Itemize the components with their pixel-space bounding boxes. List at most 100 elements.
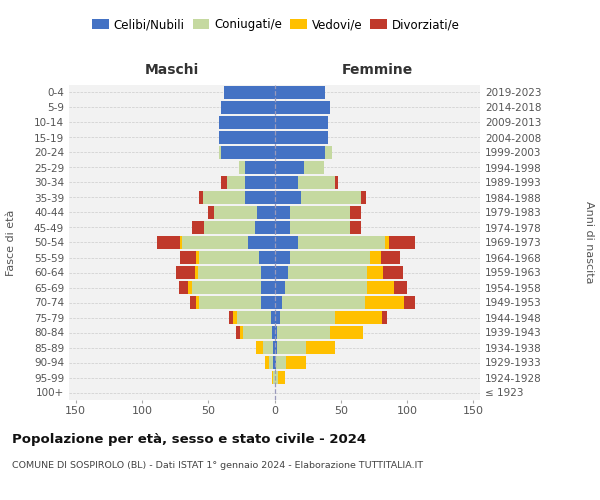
Bar — [190, 296, 196, 308]
Bar — [275, 296, 283, 308]
Bar — [272, 372, 273, 384]
Bar — [273, 372, 275, 384]
Bar — [365, 296, 404, 308]
Bar — [221, 102, 275, 114]
Bar — [290, 222, 350, 234]
Bar — [176, 266, 195, 278]
Bar — [233, 312, 238, 324]
Bar — [179, 282, 188, 294]
Bar — [193, 222, 204, 234]
Bar — [204, 222, 254, 234]
Bar — [263, 342, 273, 353]
Bar — [276, 356, 286, 368]
Bar — [275, 222, 290, 234]
Bar — [236, 326, 240, 338]
Bar — [261, 282, 275, 294]
Bar — [238, 312, 271, 324]
Bar — [219, 146, 221, 158]
Bar — [275, 162, 304, 173]
Bar — [330, 326, 364, 338]
Bar — [277, 326, 330, 338]
Bar — [275, 326, 277, 338]
Bar — [181, 252, 196, 264]
Bar — [380, 252, 400, 264]
Bar — [272, 326, 275, 338]
Bar — [261, 296, 275, 308]
Bar — [290, 252, 370, 264]
Bar — [383, 266, 403, 278]
Bar — [361, 192, 366, 203]
Bar — [239, 162, 245, 173]
Bar — [271, 312, 275, 324]
Bar — [275, 146, 325, 158]
Bar — [208, 206, 214, 218]
Bar — [219, 132, 275, 143]
Bar — [275, 282, 285, 294]
Bar — [275, 116, 328, 128]
Bar — [196, 296, 199, 308]
Bar — [288, 266, 367, 278]
Bar — [370, 252, 380, 264]
Bar — [367, 266, 383, 278]
Bar — [394, 282, 407, 294]
Bar — [385, 236, 389, 248]
Bar — [248, 236, 275, 248]
Bar — [257, 206, 275, 218]
Bar — [188, 282, 193, 294]
Bar — [290, 206, 350, 218]
Bar — [256, 342, 263, 353]
Bar — [298, 236, 385, 248]
Text: Popolazione per età, sesso e stato civile - 2024: Popolazione per età, sesso e stato civil… — [12, 432, 366, 446]
Bar — [304, 162, 323, 173]
Bar — [259, 252, 275, 264]
Bar — [278, 372, 285, 384]
Bar — [367, 282, 394, 294]
Bar — [350, 222, 361, 234]
Bar — [275, 236, 298, 248]
Bar — [196, 252, 199, 264]
Bar — [203, 192, 245, 203]
Bar — [275, 342, 277, 353]
Bar — [275, 176, 298, 188]
Text: Anni di nascita: Anni di nascita — [584, 201, 594, 284]
Bar — [307, 342, 335, 353]
Bar — [197, 266, 261, 278]
Bar — [157, 236, 181, 248]
Bar — [240, 326, 242, 338]
Bar — [275, 266, 288, 278]
Bar — [275, 206, 290, 218]
Bar — [221, 176, 227, 188]
Bar — [275, 102, 330, 114]
Bar — [273, 356, 275, 368]
Bar — [261, 266, 275, 278]
Bar — [335, 312, 382, 324]
Bar — [298, 176, 335, 188]
Bar — [254, 222, 275, 234]
Bar — [199, 296, 261, 308]
Bar — [245, 176, 275, 188]
Bar — [286, 356, 307, 368]
Bar — [242, 326, 272, 338]
Bar — [229, 312, 233, 324]
Bar — [219, 116, 275, 128]
Bar — [325, 146, 332, 158]
Bar — [335, 176, 338, 188]
Bar — [269, 356, 273, 368]
Legend: Celibi/Nubili, Coniugati/e, Vedovi/e, Divorziati/e: Celibi/Nubili, Coniugati/e, Vedovi/e, Di… — [88, 14, 464, 36]
Bar — [224, 86, 275, 99]
Bar — [275, 86, 325, 99]
Bar — [214, 206, 257, 218]
Text: COMUNE DI SOSPIROLO (BL) - Dati ISTAT 1° gennaio 2024 - Elaborazione TUTTITALIA.: COMUNE DI SOSPIROLO (BL) - Dati ISTAT 1°… — [12, 460, 423, 469]
Bar — [285, 282, 367, 294]
Bar — [273, 342, 275, 353]
Text: Fasce di età: Fasce di età — [6, 210, 16, 276]
Bar — [182, 236, 248, 248]
Bar — [280, 312, 335, 324]
Bar — [199, 192, 203, 203]
Bar — [301, 192, 361, 203]
Bar — [350, 206, 361, 218]
Text: Maschi: Maschi — [145, 64, 199, 78]
Bar — [275, 132, 328, 143]
Bar — [265, 356, 269, 368]
Bar — [245, 162, 275, 173]
